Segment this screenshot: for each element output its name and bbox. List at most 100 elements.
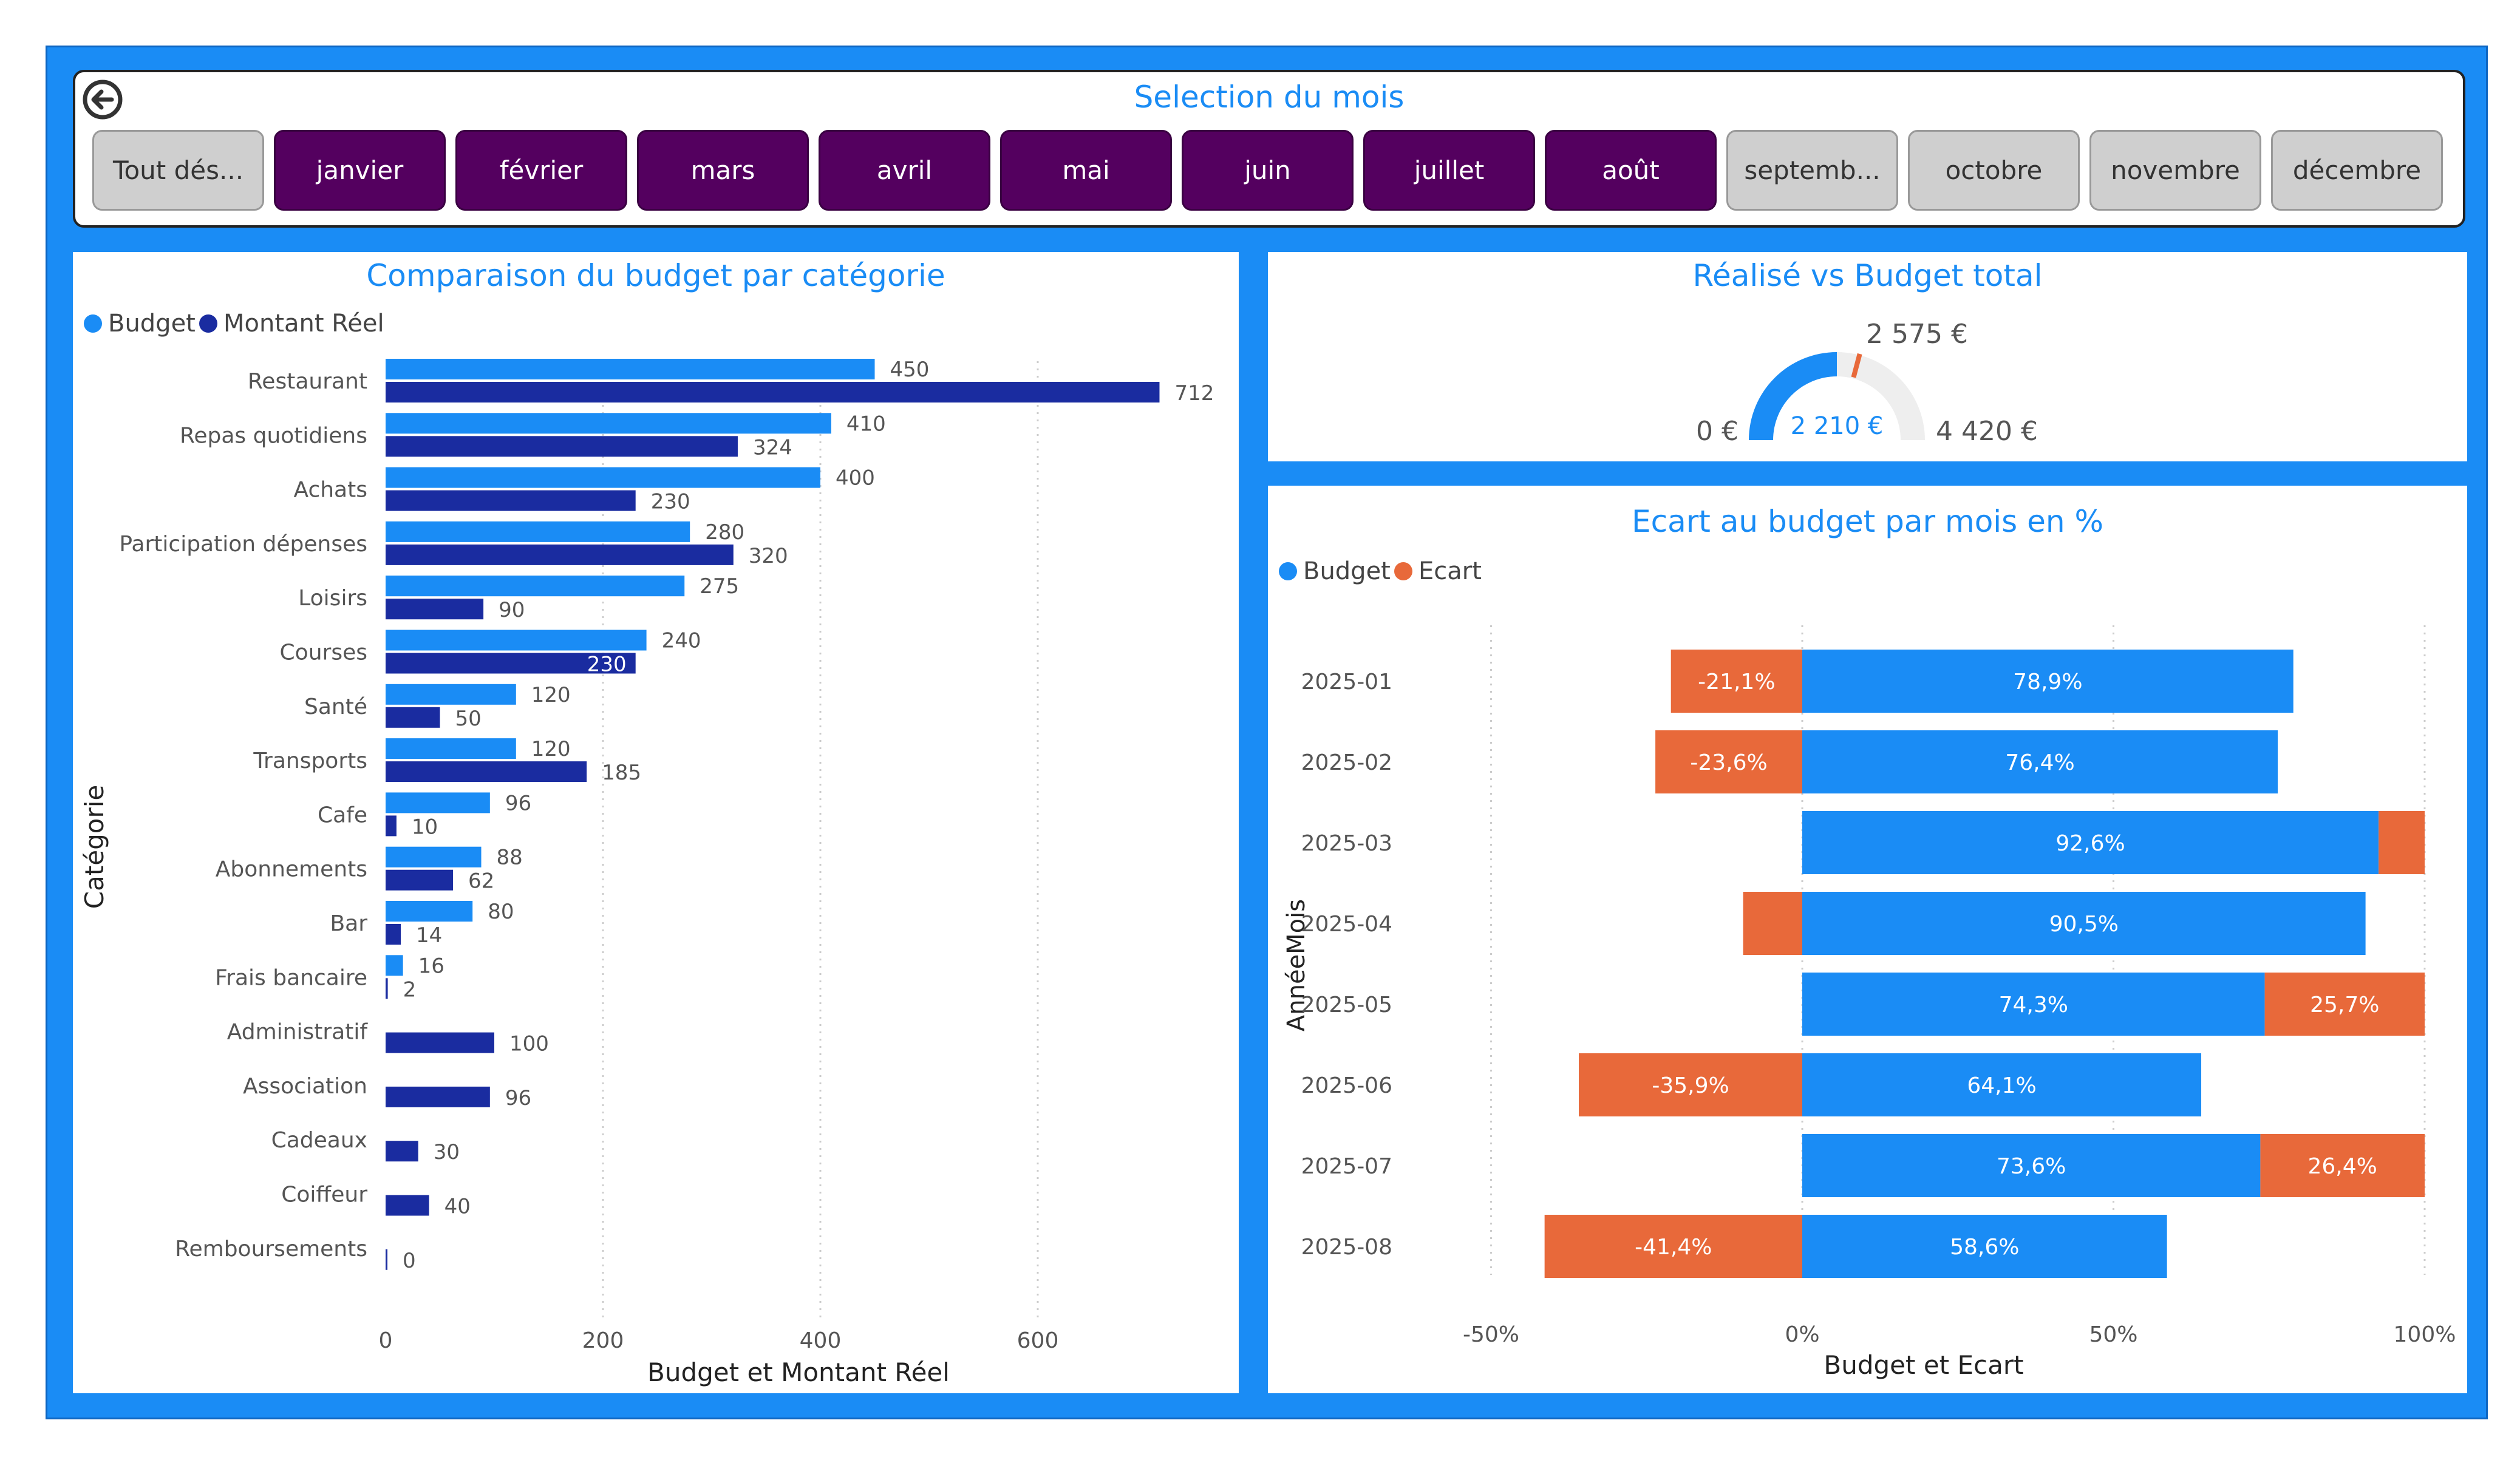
x-tick-label: 200	[582, 1328, 624, 1353]
bar-montant-reel-administratif[interactable]	[386, 1032, 494, 1053]
bar-budget-courses[interactable]	[386, 630, 647, 651]
month-slicer: Selection du mois Tout dés... janvier févr…	[73, 70, 2465, 228]
bar-montant-reel-loisirs[interactable]	[386, 599, 484, 620]
month-label-2025-07: 2025-07	[1301, 1154, 1392, 1179]
label-ecart-2025-05: 25,7%	[2310, 993, 2379, 1017]
bar-montant-reel-repas-quotidiens[interactable]	[386, 436, 738, 457]
slicer-title: Selection du mois	[1134, 80, 1405, 115]
bar-montant-reel-cafe[interactable]	[386, 815, 397, 837]
category-label-achats: Achats	[293, 478, 367, 503]
bar-budget-abonnements[interactable]	[386, 846, 482, 868]
bar-montant-reel-cadeaux[interactable]	[386, 1141, 418, 1162]
month-button-mai[interactable]: mai	[1000, 130, 1172, 211]
bar-ecart-2025-06[interactable]	[1579, 1053, 1802, 1116]
x-tick-label: -50%	[1463, 1322, 1519, 1347]
month-button-decembre[interactable]: décembre	[2271, 130, 2443, 211]
month-button-novembre[interactable]: novembre	[2089, 130, 2261, 211]
bar-montant-reel-participation-depenses[interactable]	[386, 544, 734, 565]
category-label-cafe: Cafe	[318, 803, 367, 827]
legend-budget[interactable]: Budget	[84, 310, 196, 338]
bar-budget-2025-02[interactable]	[1802, 730, 2278, 793]
month-button-janvier[interactable]: janvier	[274, 130, 446, 211]
bar-budget-bar[interactable]	[386, 901, 473, 922]
month-label-2025-08: 2025-08	[1301, 1235, 1392, 1260]
bar-montant-reel-courses[interactable]	[386, 653, 636, 674]
month-button-fevrier[interactable]: février	[455, 130, 627, 211]
label-montant-reel-remboursements: 0	[403, 1249, 416, 1273]
label-ecart-2025-07: 26,4%	[2308, 1154, 2377, 1179]
category-label-repas-quotidiens: Repas quotidiens	[180, 423, 367, 448]
bar-ecart-2025-03[interactable]	[2379, 811, 2425, 874]
legend-budget-right-label: Budget	[1303, 557, 1391, 585]
category-label-association: Association	[243, 1074, 367, 1099]
bar-budget-2025-04[interactable]	[1802, 892, 2366, 955]
bar-budget-2025-08[interactable]	[1802, 1215, 2167, 1278]
bar-montant-reel-restaurant[interactable]	[386, 382, 1160, 402]
gauge-value-arc[interactable]	[1749, 352, 1837, 440]
month-button-tout-des[interactable]: Tout dés...	[92, 130, 264, 211]
category-label-cadeaux: Cadeaux	[271, 1128, 367, 1153]
bar-budget-loisirs[interactable]	[386, 576, 685, 597]
bar-budget-cafe[interactable]	[386, 792, 490, 813]
bar-budget-2025-03[interactable]	[1802, 811, 2379, 874]
bar-montant-reel-achats[interactable]	[386, 490, 636, 511]
bar-montant-reel-abonnements[interactable]	[386, 869, 453, 891]
label-montant-reel-abonnements: 62	[468, 869, 494, 894]
bar-budget-2025-01[interactable]	[1802, 650, 2294, 713]
bar-ecart-2025-08[interactable]	[1544, 1215, 1802, 1278]
legend-ecart[interactable]: Ecart	[1394, 557, 1482, 585]
back-arrow-icon[interactable]	[81, 78, 124, 121]
bar-montant-reel-bar[interactable]	[386, 924, 401, 945]
label-montant-reel-repas-quotidiens: 324	[753, 435, 792, 460]
label-ecart-2025-06: -35,9%	[1652, 1073, 1729, 1098]
bar-montant-reel-sante[interactable]	[386, 707, 440, 728]
label-budget-participation-depenses: 280	[705, 520, 744, 545]
month-button-octobre[interactable]: octobre	[1908, 130, 2080, 211]
bar-montant-reel-transports[interactable]	[386, 761, 587, 783]
bar-budget-2025-06[interactable]	[1802, 1053, 2202, 1116]
bar-budget-participation-depenses[interactable]	[386, 521, 690, 542]
label-montant-reel-restaurant: 712	[1174, 381, 1214, 406]
bar-budget-2025-07[interactable]	[1802, 1134, 2261, 1197]
gauge-target-label: 2 575 €	[1866, 319, 1968, 350]
bar-budget-restaurant[interactable]	[386, 359, 875, 379]
month-button-mars[interactable]: mars	[637, 130, 809, 211]
bar-montant-reel-remboursements[interactable]	[386, 1249, 387, 1270]
label-budget-achats: 400	[836, 466, 875, 491]
bar-montant-reel-association[interactable]	[386, 1086, 490, 1107]
bar-budget-sante[interactable]	[386, 684, 516, 705]
label-ecart-2025-08: -41,4%	[1635, 1235, 1712, 1260]
legend-montant-reel[interactable]: Montant Réel	[199, 310, 384, 338]
category-label-administratif: Administratif	[227, 1020, 369, 1045]
label-budget-2025-06: 64,1%	[1967, 1073, 2036, 1098]
legend-budget-right[interactable]: Budget	[1279, 557, 1391, 585]
bar-ecart-2025-07[interactable]	[2260, 1134, 2425, 1197]
bar-budget-achats[interactable]	[386, 467, 820, 488]
month-button-juin[interactable]: juin	[1182, 130, 1354, 211]
month-button-avril[interactable]: avril	[819, 130, 990, 211]
bar-budget-frais-bancaire[interactable]	[386, 955, 403, 976]
bar-ecart-2025-01[interactable]	[1670, 650, 1802, 713]
variance-bar-chart: -50% 0% 50% 100%Budget et EcartAnnéeMois202…	[1282, 625, 2456, 1380]
bar-ecart-2025-05[interactable]	[2264, 973, 2425, 1036]
month-button-septemb[interactable]: septemb...	[1726, 130, 1898, 211]
label-budget-cafe: 96	[505, 791, 531, 815]
category-label-transports: Transports	[253, 749, 367, 773]
bar-montant-reel-coiffeur[interactable]	[386, 1195, 429, 1216]
label-montant-reel-administratif: 100	[509, 1032, 549, 1056]
bar-budget-repas-quotidiens[interactable]	[386, 413, 831, 434]
label-budget-loisirs: 275	[700, 574, 739, 599]
month-button-juillet[interactable]: juillet	[1363, 130, 1535, 211]
label-budget-2025-07: 73,6%	[1997, 1154, 2066, 1179]
month-label-2025-05: 2025-05	[1301, 993, 1392, 1017]
bar-budget-2025-05[interactable]	[1802, 973, 2265, 1036]
gauge-max-label: 4 420 €	[1936, 416, 2038, 447]
variance-chart-title: Ecart au budget par mois en %	[1632, 504, 2103, 539]
bar-ecart-2025-02[interactable]	[1655, 730, 1802, 793]
bar-montant-reel-frais-bancaire[interactable]	[386, 978, 388, 999]
month-button-aout[interactable]: août	[1545, 130, 1717, 211]
category-chart-title: Comparaison du budget par catégorie	[366, 258, 945, 293]
realise-vs-budget-gauge: 2 210 € 0 € 4 420 € 2 575 €	[1696, 319, 2038, 447]
bar-ecart-2025-04[interactable]	[1743, 892, 1802, 955]
bar-budget-transports[interactable]	[386, 738, 516, 759]
